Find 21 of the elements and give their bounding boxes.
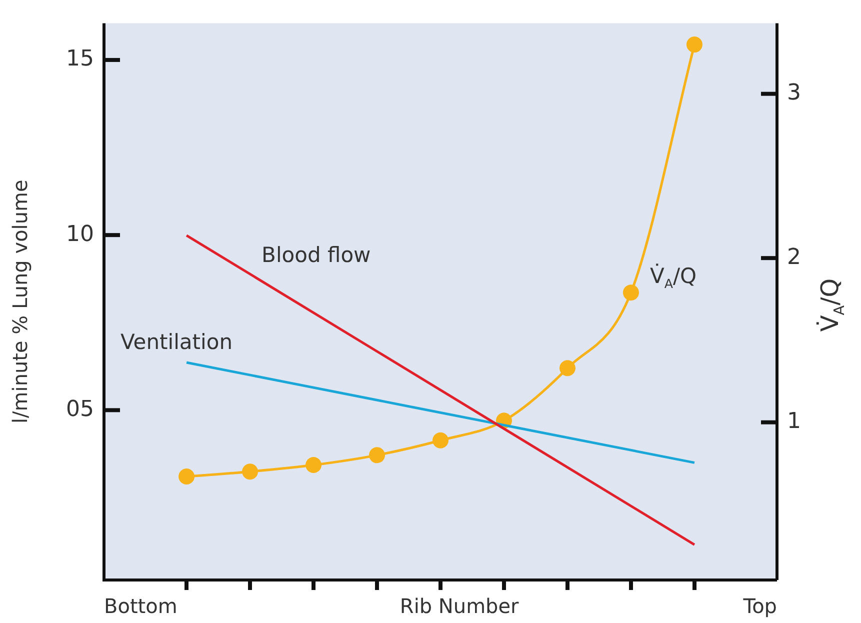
point xyxy=(622,284,639,301)
y-tick-label: 05 xyxy=(66,396,94,422)
series-label: Blood flow xyxy=(262,242,371,267)
y-tick-label: 10 xyxy=(66,222,94,247)
point xyxy=(242,464,258,480)
y2-tick-label: 1 xyxy=(787,409,801,434)
y-axis-title: l/minute % Lung volume xyxy=(8,180,32,424)
text: Bottom xyxy=(104,594,178,618)
text: Top xyxy=(742,594,777,618)
y2-axis-title: V̇A/Q xyxy=(816,278,848,332)
series-label: Ventilation xyxy=(120,330,233,354)
y-tick-label: 15 xyxy=(66,46,94,72)
point xyxy=(369,447,386,464)
point xyxy=(306,457,322,474)
x-axis-title: Rib Number xyxy=(400,594,520,618)
point xyxy=(432,432,448,448)
point xyxy=(178,468,195,485)
point xyxy=(559,360,576,376)
y2-tick-label: 2 xyxy=(787,244,801,270)
point xyxy=(686,36,702,53)
y2-tick-label: 3 xyxy=(787,80,801,106)
